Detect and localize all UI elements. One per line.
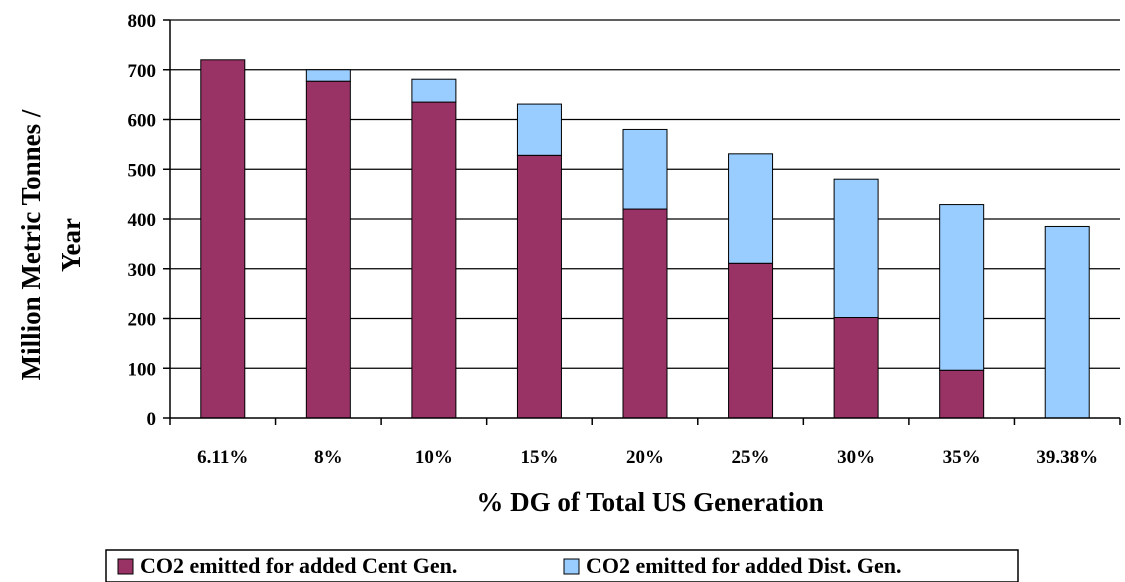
y-tick-label: 200 [128,310,157,331]
y-tick-label: 0 [147,409,157,430]
y-tick-label: 300 [128,260,157,281]
x-tick-label: 8% [314,447,343,468]
y-tick-label: 400 [128,210,157,231]
bar-cent-gen [622,208,668,419]
y-axis-title-line-1: Million Metric Tonnes / [16,109,46,380]
y-tick-label: 800 [128,11,157,32]
bar-dist-gen [939,204,985,371]
legend-label-dist-gen: CO2 emitted for added Dist. Gen. [586,553,902,578]
bar-cent-gen [728,262,774,419]
legend-swatch-dist-gen [563,558,580,575]
legend-box [105,549,1019,582]
y-tick-label: 700 [128,61,157,82]
bar-dist-gen [305,69,351,82]
bar-cent-gen [411,101,457,419]
y-tick-label: 100 [128,359,157,380]
legend-swatch-cent-gen [117,558,134,575]
bar-cent-gen [516,154,562,419]
bar-cent-gen [200,59,246,419]
x-tick-label: 20% [626,447,664,468]
axes [163,19,1121,425]
bars [200,59,1090,419]
x-tick-label: 39.38% [1036,447,1098,468]
bar-dist-gen [622,128,668,210]
y-axis-title: Million Metric Tonnes / Year [16,109,86,380]
y-tick-labels: 0 100 200 300 400 500 600 700 800 [128,11,157,430]
y-tick-label: 500 [128,160,157,181]
x-tick-label: 10% [415,447,453,468]
bar-dist-gen [833,178,879,319]
x-tick-label: 25% [732,447,770,468]
bar-cent-gen [305,80,351,419]
y-tick-label: 600 [128,111,157,132]
bar-dist-gen [1044,225,1090,419]
x-tick-labels: 6.11% 8% 10% 15% 20% 25% 30% 35% 39.38% [197,447,1098,468]
y-axis-title-line-2: Year [56,218,86,272]
x-axis-title: % DG of Total US Generation [476,487,823,517]
x-tick-label: 35% [943,447,981,468]
bar-dist-gen [411,78,457,103]
bar-cent-gen [833,317,879,419]
x-tick-label: 15% [520,447,558,468]
x-tick-label: 6.11% [197,447,248,468]
bar-dist-gen [516,103,562,156]
x-tick-label: 30% [837,447,875,468]
bar-dist-gen [728,153,774,264]
bar-cent-gen [939,369,985,419]
legend-label-cent-gen: CO2 emitted for added Cent Gen. [140,553,457,578]
legend: CO2 emitted for added Cent Gen. CO2 emit… [105,549,1019,582]
